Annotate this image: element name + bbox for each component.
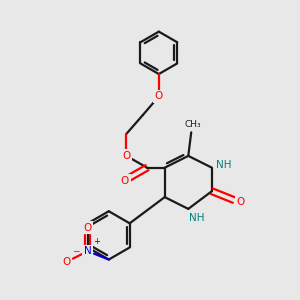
Text: O: O	[236, 196, 244, 206]
Text: CH₃: CH₃	[184, 120, 201, 129]
Text: O: O	[155, 92, 163, 101]
Text: N: N	[84, 246, 92, 256]
Text: +: +	[93, 237, 100, 246]
Text: O: O	[83, 223, 92, 233]
Text: −: −	[72, 247, 80, 256]
Text: O: O	[121, 176, 129, 186]
Text: O: O	[122, 151, 130, 161]
Text: O: O	[62, 256, 70, 267]
Text: NH: NH	[217, 160, 232, 170]
Text: NH: NH	[189, 213, 205, 223]
